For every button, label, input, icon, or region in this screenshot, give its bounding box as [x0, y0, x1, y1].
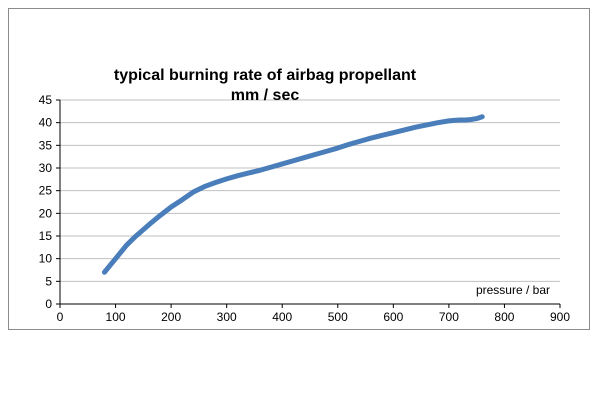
chart-title-line2: mm / sec: [230, 87, 300, 104]
chart-frame: [8, 8, 590, 330]
chart-title-line1: typical burning rate of airbag propellan…: [113, 67, 417, 84]
chart-title: typical burning rate of airbag propellan…: [10, 66, 520, 106]
x-axis-label: pressure / bar: [475, 283, 550, 297]
